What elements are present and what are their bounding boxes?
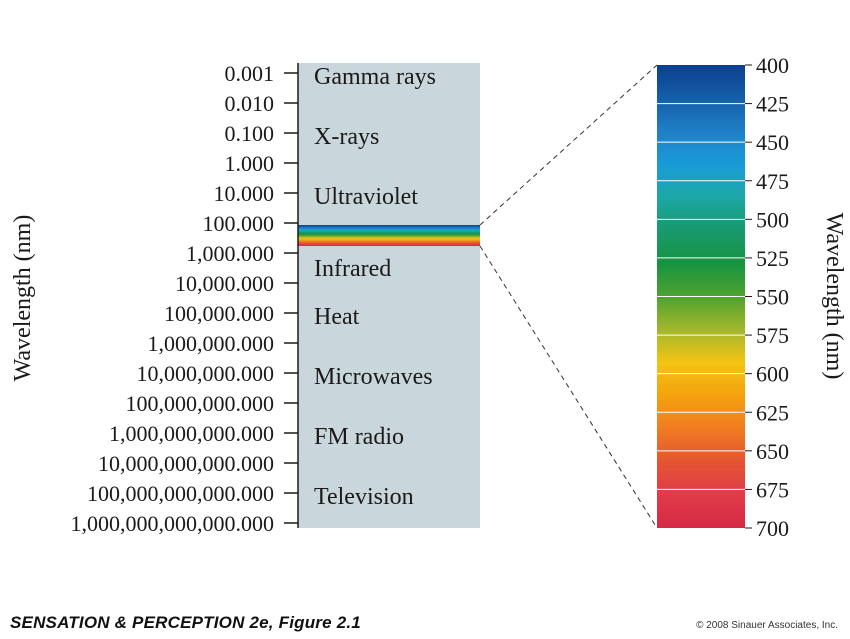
visible-tick-label: 550 [756, 285, 789, 310]
band-label: Microwaves [314, 364, 433, 390]
visible-tick-label: 650 [756, 439, 789, 464]
spectrum-tick-label: 0.001 [225, 61, 275, 86]
spectrum-tick-label: 10,000,000,000.000 [98, 451, 274, 476]
spectrum-panel [298, 63, 480, 528]
spectrum-tick-label: 0.100 [225, 121, 275, 146]
copyright-notice: © 2008 Sinauer Associates, Inc. [696, 620, 838, 631]
band-label: X-rays [314, 124, 379, 150]
band-label: FM radio [314, 424, 404, 450]
visible-tick-label: 625 [756, 400, 789, 425]
spectrum-tick-label: 100,000.000 [164, 301, 274, 326]
spectrum-tick-label: 1,000,000,000,000.000 [71, 511, 275, 536]
zoom-line-top [479, 64, 658, 226]
spectrum-tick-label: 100,000,000,000.000 [87, 481, 274, 506]
band-label: Heat [314, 304, 360, 330]
band-label: Television [314, 484, 414, 510]
band-label: Gamma rays [314, 64, 436, 90]
left-axis-label: Wavelength (nm) [10, 215, 36, 382]
visible-light-strip [298, 225, 480, 246]
visible-tick-label: 525 [756, 246, 789, 271]
visible-tick-label: 675 [756, 477, 789, 502]
visible-tick-label: 600 [756, 362, 789, 387]
spectrum-tick-label: 1,000,000,000.000 [109, 421, 274, 446]
spectrum-tick-label: 1,000.000 [186, 241, 274, 266]
spectrum-tick-label: 1.000 [225, 151, 275, 176]
visible-tick-label: 425 [756, 92, 789, 117]
visible-tick-group: 400 425 450 475 500 525 550 575 600 625 650 675 700 [657, 53, 789, 541]
visible-tick-label: 700 [756, 516, 789, 541]
spectrum-tick-group: 0.001 0.010 0.100 1.000 10.000 100.000 1,000.0… [71, 61, 298, 536]
spectrum-tick-label: 0.010 [225, 91, 275, 116]
band-label-group: Gamma rays X-rays Ultraviolet Infrared Heat M… [314, 64, 436, 510]
visible-tick-label: 400 [756, 53, 789, 78]
figure-caption: SENSATION & PERCEPTION 2e, Figure 2.1 [10, 613, 361, 632]
spectrum-tick-label: 10.000 [214, 181, 275, 206]
spectrum-tick-label: 1,000,000.000 [148, 331, 275, 356]
visible-tick-label: 450 [756, 130, 789, 155]
visible-tick-label: 575 [756, 323, 789, 348]
visible-tick-label: 500 [756, 207, 789, 232]
spectrum-tick-label: 10,000.000 [175, 271, 274, 296]
visible-tick-label: 475 [756, 169, 789, 194]
zoom-line-bottom [479, 245, 658, 529]
spectrum-tick-label: 100,000,000.000 [126, 391, 275, 416]
spectrum-tick-label: 10,000,000.000 [137, 361, 275, 386]
spectrum-tick-label: 100.000 [203, 211, 275, 236]
band-label: Infrared [314, 256, 391, 282]
band-label: Ultraviolet [314, 184, 418, 210]
right-axis-label: Wavelength (nm) [821, 213, 847, 380]
